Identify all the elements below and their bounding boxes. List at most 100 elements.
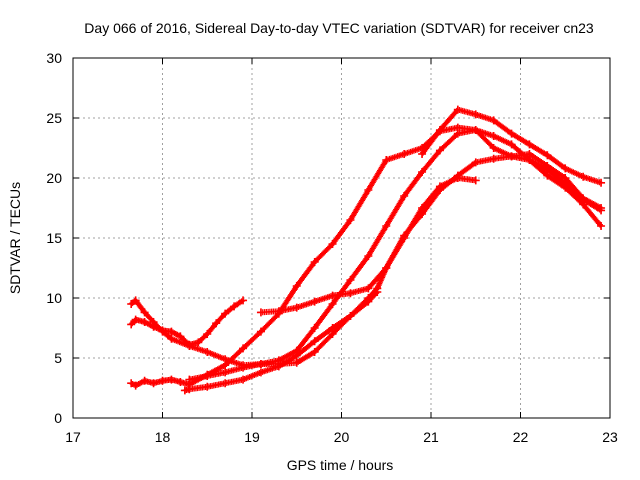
data-point (292, 358, 301, 367)
chart-title: Day 066 of 2016, Sidereal Day-to-day VTE… (84, 20, 594, 36)
data-point (256, 327, 265, 336)
data-point (561, 183, 570, 192)
x-tick-label: 18 (155, 429, 171, 445)
data-point (239, 363, 248, 372)
data-point (131, 296, 140, 305)
data-point (579, 172, 588, 181)
data-point (256, 308, 265, 317)
data-point (127, 320, 136, 329)
data-point (597, 178, 606, 187)
data-point (230, 302, 239, 311)
data-point (221, 309, 230, 318)
series-track-2 (127, 296, 248, 349)
data-point (176, 378, 185, 386)
data-point (328, 291, 337, 300)
data-point (239, 375, 248, 384)
data-point (127, 300, 136, 308)
data-point (140, 318, 149, 326)
data-point (453, 123, 462, 132)
data-point (274, 360, 283, 368)
data-point (418, 204, 427, 212)
data-point (185, 385, 194, 394)
y-tick-label: 5 (54, 350, 62, 366)
y-axis-label: SDTVAR / TECUs (7, 182, 23, 294)
x-tick-label: 19 (244, 429, 260, 445)
data-point (525, 140, 534, 149)
y-tick-label: 0 (54, 410, 62, 426)
series-track-6 (256, 174, 480, 317)
data-point (239, 344, 248, 353)
data-point (382, 264, 391, 272)
data-point (310, 258, 319, 266)
data-point (400, 234, 409, 242)
data-point (140, 376, 149, 385)
data-point (310, 337, 319, 346)
data-point (507, 152, 516, 161)
data-point (310, 348, 319, 356)
data-point (176, 332, 185, 341)
data-point (239, 296, 248, 305)
data-point (256, 360, 265, 368)
data-point (221, 361, 230, 370)
data-point (471, 176, 480, 185)
y-tick-label: 25 (46, 110, 62, 126)
data-point (292, 282, 301, 290)
data-point (489, 132, 498, 140)
series-track-7 (418, 105, 606, 187)
data-point (489, 144, 498, 152)
data-point (149, 379, 158, 388)
data-point (328, 300, 337, 308)
data-point (185, 340, 194, 349)
data-point (212, 319, 221, 328)
y-axis: 0 5 10 15 20 25 30 (46, 50, 610, 426)
data-point (382, 222, 391, 230)
data-point (131, 381, 140, 390)
y-tick-label: 15 (46, 230, 62, 246)
x-tick-label: 23 (602, 429, 618, 445)
data-point (364, 294, 373, 302)
x-axis-label: GPS time / hours (287, 457, 394, 473)
data-point (525, 156, 534, 164)
data-point (310, 324, 319, 332)
data-point (471, 110, 480, 119)
data-point (140, 308, 149, 317)
data-point (561, 164, 570, 173)
data-point (127, 379, 136, 388)
data-point (346, 276, 355, 284)
data-point (203, 330, 212, 338)
data-point (418, 150, 427, 158)
grid (73, 58, 610, 418)
data-point (292, 351, 301, 360)
data-point (597, 206, 606, 215)
y-tick-label: 20 (46, 170, 62, 186)
data-point (292, 303, 301, 312)
data-point (221, 379, 230, 388)
data-point (185, 375, 194, 384)
data-point (346, 216, 355, 224)
data-point (274, 307, 283, 316)
data-point (256, 368, 265, 377)
data-point (543, 171, 552, 180)
data-point (507, 140, 516, 149)
data-point (364, 284, 373, 293)
data-point (382, 156, 391, 164)
data-point (203, 372, 212, 380)
data-point (203, 382, 212, 391)
data-point (489, 116, 498, 125)
data-point (597, 222, 606, 230)
data-point (364, 252, 373, 260)
y-tick-label: 30 (46, 50, 62, 66)
data-point (167, 375, 176, 384)
data-point (435, 146, 444, 155)
data-point (364, 186, 373, 194)
series-group (127, 105, 606, 395)
x-axis: 17 18 19 20 21 22 23 (65, 58, 618, 445)
data-point (180, 386, 189, 395)
data-point (203, 348, 212, 356)
data-point (471, 126, 480, 134)
x-tick-label: 20 (334, 429, 350, 445)
data-point (453, 105, 462, 114)
data-point (221, 368, 230, 377)
